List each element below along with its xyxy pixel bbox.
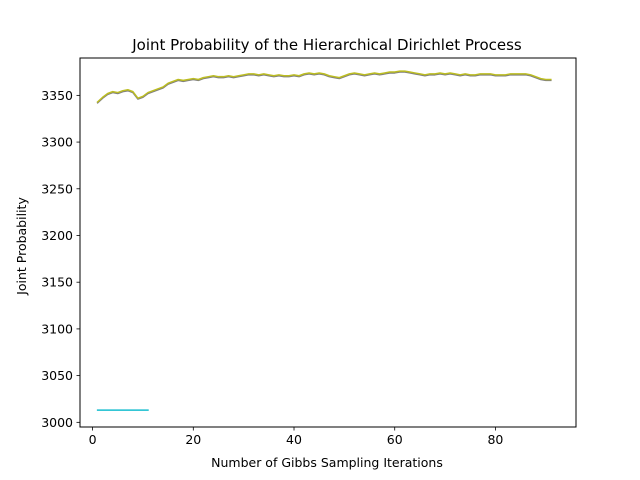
y-tick-label: 3350 bbox=[41, 88, 73, 103]
y-axis-label: Joint Probability bbox=[14, 197, 29, 296]
series-line-run-2 bbox=[96, 70, 552, 103]
chart-title: Joint Probability of the Hierarchical Di… bbox=[131, 36, 522, 54]
y-tick-label: 3200 bbox=[41, 228, 73, 243]
x-tick-label: 0 bbox=[89, 432, 97, 447]
y-tick-label: 3050 bbox=[41, 368, 73, 383]
x-axis-label: Number of Gibbs Sampling Iterations bbox=[211, 455, 443, 470]
series-layer bbox=[96, 70, 552, 411]
x-tick-label: 40 bbox=[286, 432, 302, 447]
y-tick-label: 3150 bbox=[41, 275, 73, 290]
y-tick-label: 3250 bbox=[41, 181, 73, 196]
axes-frame bbox=[79, 57, 577, 428]
x-tick-label: 60 bbox=[387, 432, 403, 447]
x-tick-label: 20 bbox=[185, 432, 201, 447]
x-tick-label: 80 bbox=[487, 432, 503, 447]
y-tick-label: 3300 bbox=[41, 135, 73, 150]
axes-layer: 0 20 40 60 80 3000 3050 3100 3150 3200 3250 3300 335… bbox=[41, 57, 577, 447]
series-line-run-1 bbox=[96, 71, 552, 104]
y-tick-label: 3000 bbox=[41, 415, 73, 430]
y-tick-label: 3100 bbox=[41, 321, 73, 336]
